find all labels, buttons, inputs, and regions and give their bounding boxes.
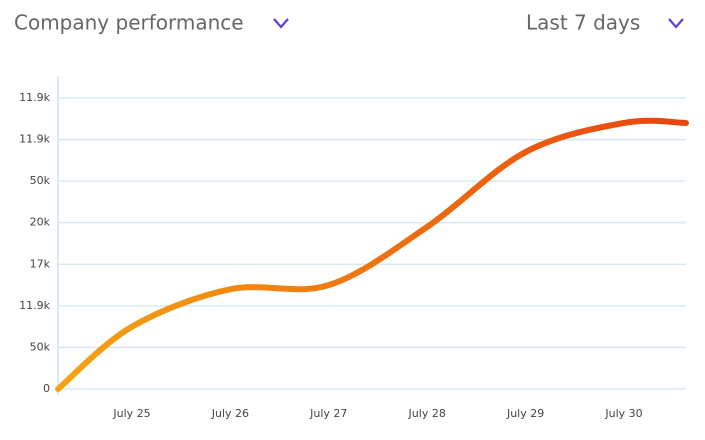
x-tick-label: July 27 bbox=[309, 407, 347, 420]
range-select[interactable]: Last 7 days bbox=[526, 11, 640, 35]
y-tick-label: 11.9k bbox=[19, 91, 50, 104]
line bbox=[55, 117, 689, 392]
y-tick-label: 50k bbox=[30, 340, 51, 353]
x-tick-label: July 29 bbox=[506, 407, 544, 420]
y-tick-label: 11.9k bbox=[19, 133, 50, 146]
y-tick-label: 11.9k bbox=[19, 299, 50, 312]
title: Company performance bbox=[14, 11, 244, 35]
x-tick-label: July 30 bbox=[604, 407, 642, 420]
y-tick-label: 17k bbox=[30, 257, 51, 270]
title-dropdown[interactable] bbox=[273, 18, 289, 29]
x-tick-label: July 28 bbox=[408, 407, 446, 420]
y-tick-label: 50k bbox=[30, 174, 51, 187]
y-tick-label: 0 bbox=[43, 382, 50, 395]
range-dropdown[interactable] bbox=[668, 18, 684, 29]
x-tick-label: July 26 bbox=[211, 407, 249, 420]
x-tick-label: July 25 bbox=[112, 407, 150, 420]
y-tick-label: 20k bbox=[30, 216, 51, 229]
